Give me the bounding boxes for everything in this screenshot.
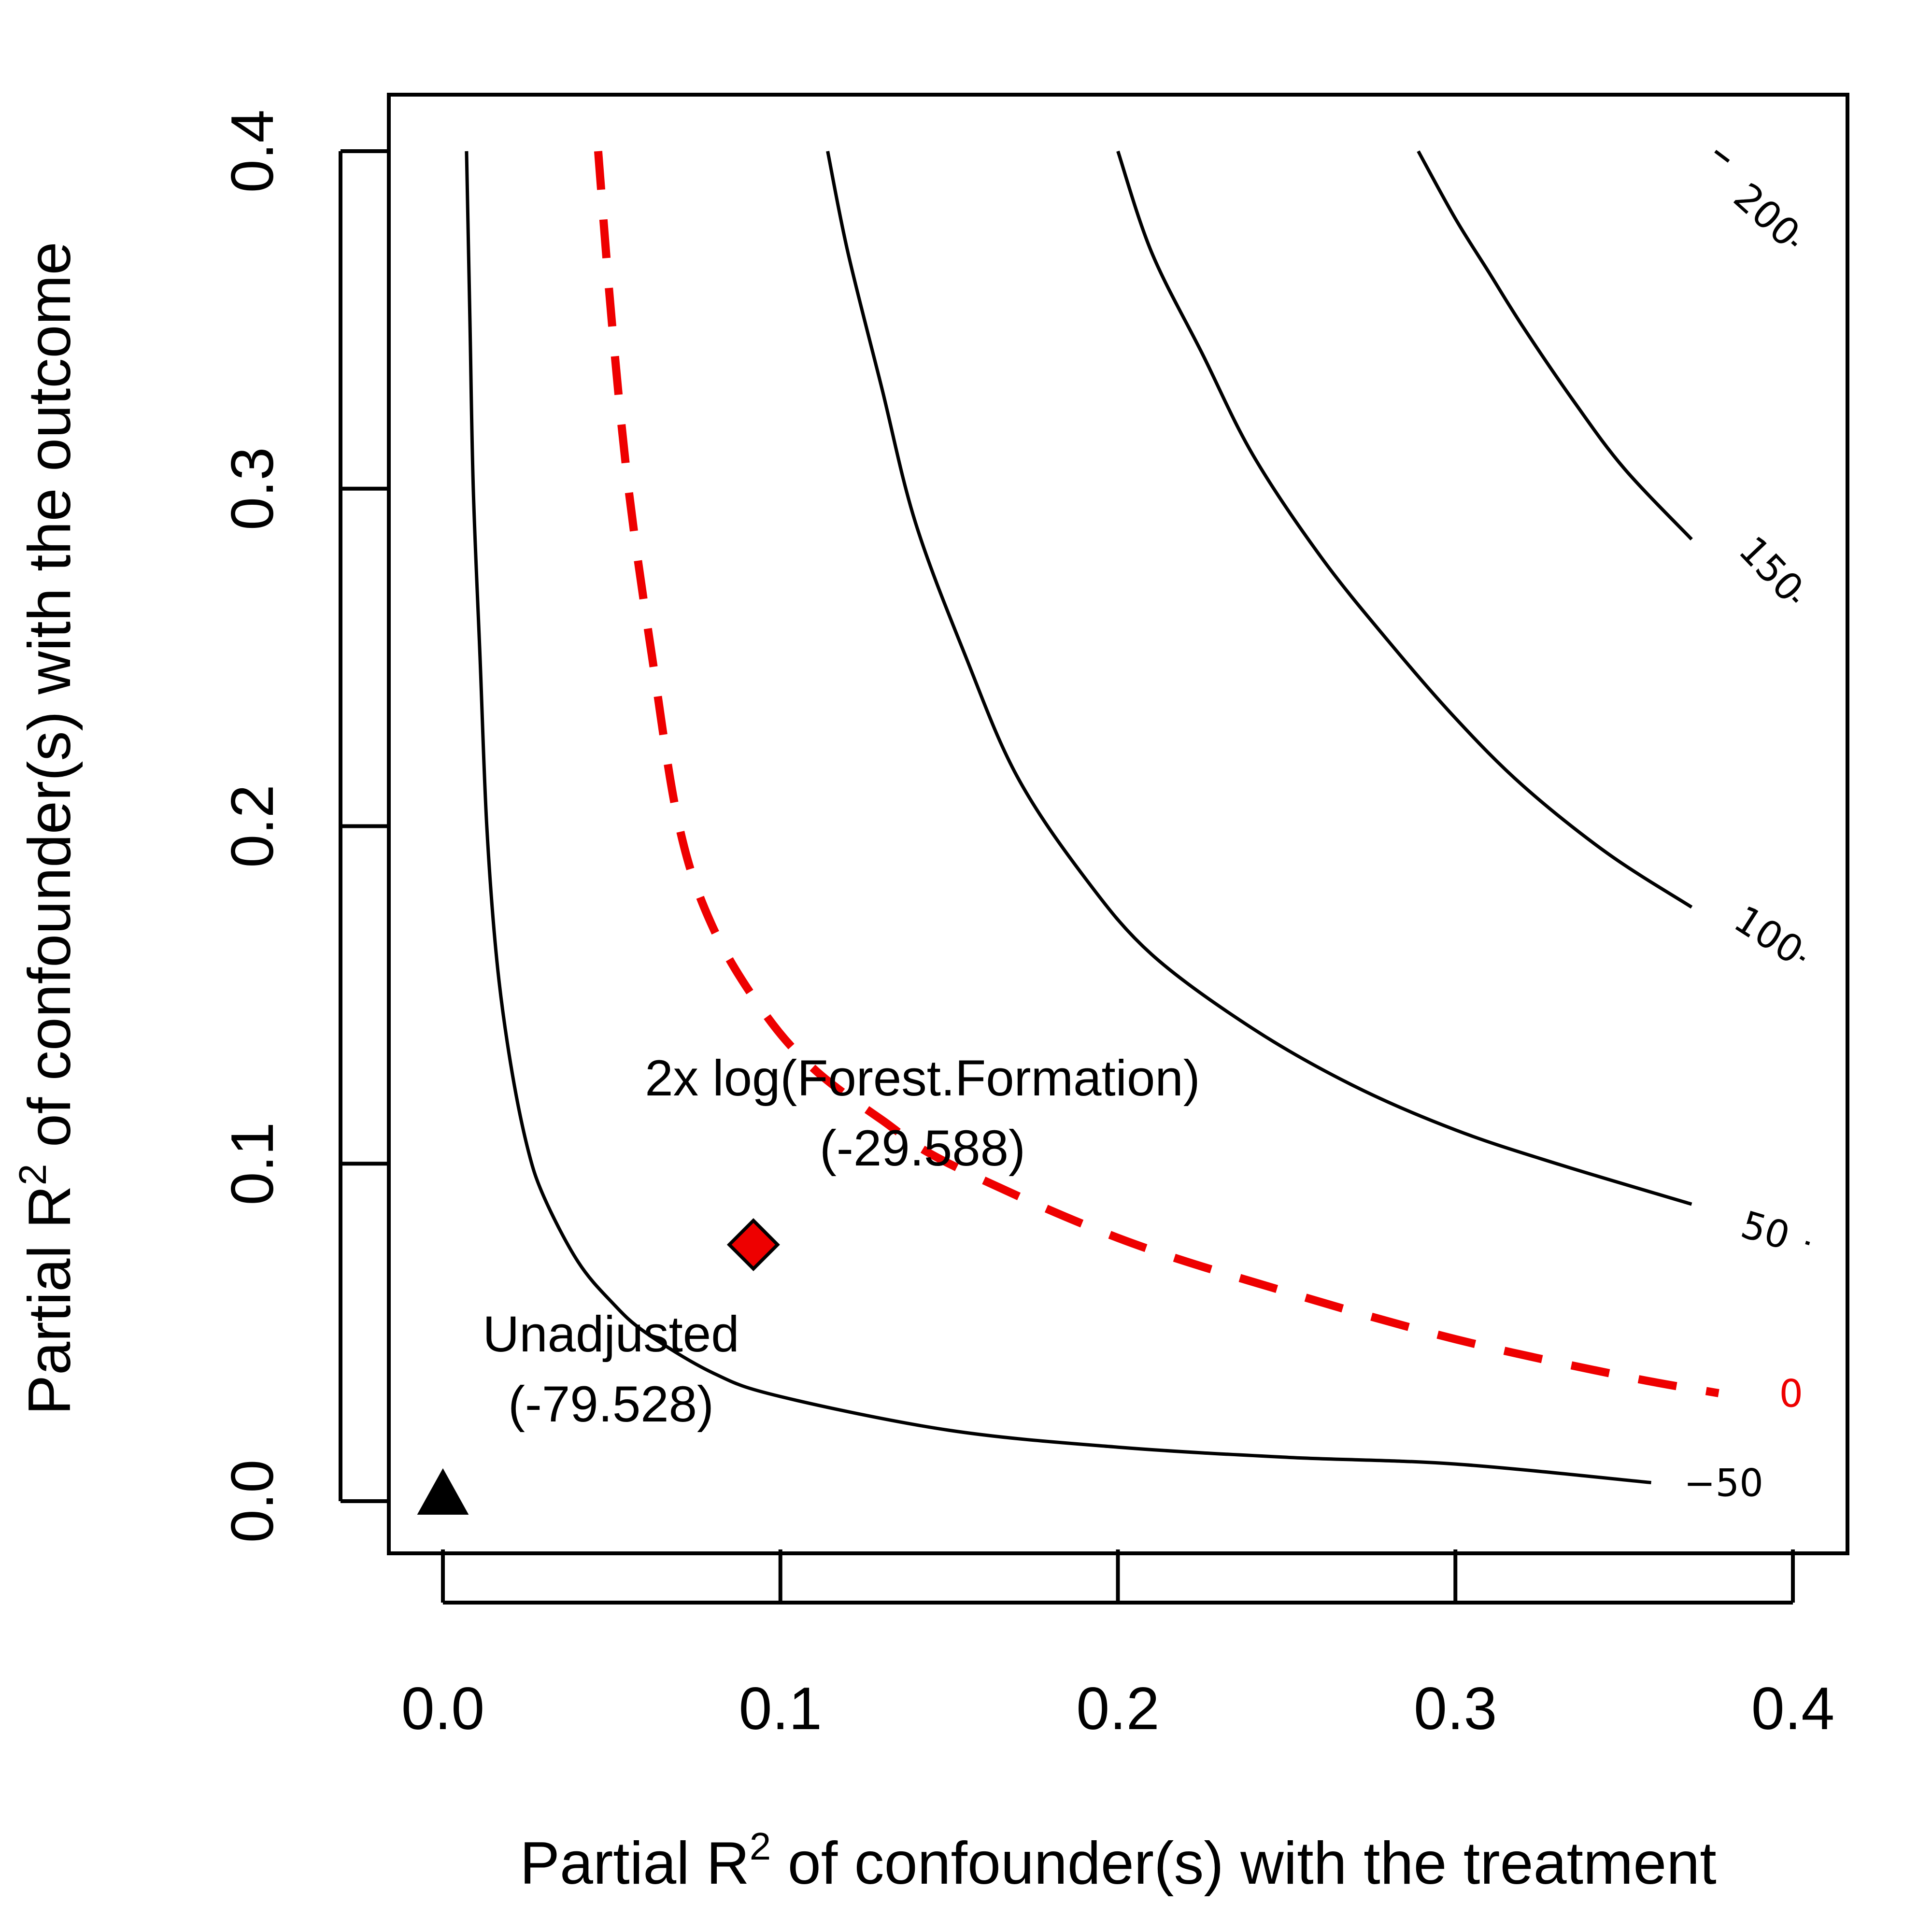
benchmark-marker [726, 1218, 780, 1271]
contour-label: 50 [1736, 1203, 1794, 1259]
contour-label-tick [1791, 240, 1797, 247]
contour-line-200 [1714, 150, 1730, 163]
contour-line-150 [1417, 150, 1693, 540]
unadjusted-marker [417, 1468, 469, 1515]
marker-label: 2x log(Forest.Formation) [645, 1050, 1200, 1107]
contour-line-100 [1116, 150, 1693, 909]
y-axis-title: Partial R2 of confounder(s) with the out… [11, 242, 83, 1415]
contour-label: 0 [1779, 1372, 1803, 1416]
x-tick-label: 0.1 [739, 1676, 822, 1742]
contour-line-neg50 [465, 151, 1651, 1485]
marker-label: (-29.588) [820, 1120, 1025, 1177]
y-tick-label: 0.3 [219, 447, 286, 530]
y-tick-label: 0.1 [219, 1122, 286, 1205]
x-axis-title: Partial R2 of confounder(s) with the tre… [520, 1825, 1716, 1897]
y-axis: 0.0 0.1 0.2 0.3 0.4 [219, 110, 389, 1543]
x-tick-label: 0.2 [1076, 1676, 1159, 1742]
contour-label: −50 [1684, 1462, 1763, 1506]
marker-label: (-79.528) [508, 1376, 714, 1433]
contour-line-0 [594, 151, 1719, 1397]
y-tick-label: 0.0 [219, 1460, 286, 1543]
x-tick-label: 0.0 [401, 1676, 484, 1742]
contour-label-tick [1799, 955, 1805, 961]
x-tick-label: 0.4 [1751, 1676, 1834, 1742]
marker-label: Unadjusted [483, 1306, 739, 1363]
contour-label: 100 [1726, 897, 1810, 973]
y-tick-label: 0.4 [219, 110, 286, 193]
x-axis: 0.0 0.1 0.2 0.3 0.4 [401, 1549, 1834, 1742]
contour-line-50 [826, 151, 1692, 1206]
y-tick-label: 0.2 [219, 784, 286, 867]
x-tick-label: 0.3 [1414, 1676, 1497, 1742]
contour-label-tick [1792, 596, 1799, 603]
contour-label-tick [1805, 1241, 1810, 1246]
contour-label: 150 [1730, 528, 1811, 611]
markers: Unadjusted (-79.528) 2x log(Forest.Formati… [417, 1050, 1200, 1515]
